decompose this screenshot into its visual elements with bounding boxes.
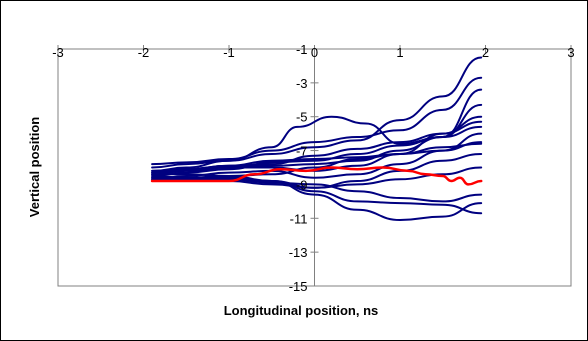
y-axis-title: Vertical position	[27, 117, 42, 217]
series-line-12	[151, 176, 483, 215]
axes	[57, 45, 572, 287]
series-group	[150, 56, 483, 221]
y-tick-label: -13	[289, 245, 308, 260]
x-tick-label: 2	[482, 45, 489, 60]
series-line-1	[151, 56, 483, 169]
tick-labels: -3 -2 -1 0 1 2 3-1-3-5-7-9-11-13-15	[52, 42, 574, 294]
y-tick-label: -1	[296, 42, 308, 57]
x-tick-label: -1	[223, 45, 235, 60]
y-tick-label: -7	[296, 144, 308, 159]
x-tick-label: -3	[52, 45, 64, 60]
y-tick-label: -3	[296, 76, 308, 91]
x-tick-label: 3	[567, 45, 574, 60]
series-line-2	[151, 76, 483, 166]
x-tick-label: 0	[311, 45, 318, 60]
y-tick-label: -11	[290, 211, 308, 226]
series-line-15	[151, 120, 483, 172]
y-tick-label: -9	[296, 177, 308, 192]
x-axis-title: Longitudinal position, ns	[224, 303, 379, 318]
y-tick-label: -15	[289, 279, 308, 294]
series-line-13	[151, 178, 483, 221]
x-tick-label: -2	[138, 45, 150, 60]
y-tick-label: -5	[296, 110, 308, 125]
x-tick-label: 1	[396, 45, 403, 60]
series-line-6	[151, 125, 483, 177]
series-line-highlight	[150, 166, 483, 186]
